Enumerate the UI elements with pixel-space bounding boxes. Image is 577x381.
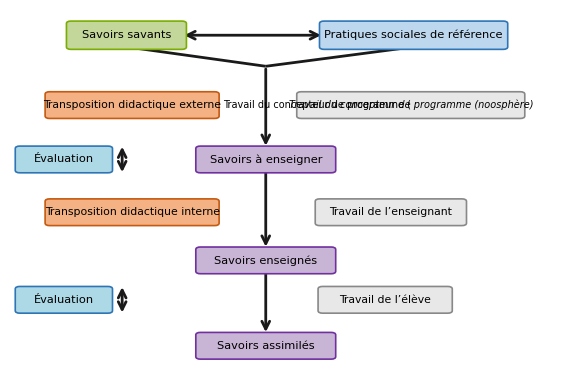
Text: Savoirs enseignés: Savoirs enseignés: [214, 255, 317, 266]
Text: Évaluation: Évaluation: [34, 154, 94, 165]
Text: Travail du concepteur de programme (noosphère): Travail du concepteur de programme (noos…: [288, 100, 533, 110]
FancyBboxPatch shape: [320, 21, 508, 50]
Text: Travail de l’enseignant: Travail de l’enseignant: [329, 207, 452, 217]
FancyBboxPatch shape: [315, 199, 466, 226]
FancyBboxPatch shape: [196, 146, 336, 173]
Text: Travail du concepteur de programme (: Travail du concepteur de programme (: [223, 100, 411, 110]
FancyBboxPatch shape: [196, 333, 336, 359]
FancyBboxPatch shape: [15, 287, 113, 313]
FancyBboxPatch shape: [318, 287, 452, 313]
Text: Évaluation: Évaluation: [34, 295, 94, 305]
FancyBboxPatch shape: [297, 92, 524, 118]
FancyBboxPatch shape: [45, 199, 219, 226]
Text: Savoirs à enseigner: Savoirs à enseigner: [209, 154, 322, 165]
FancyBboxPatch shape: [66, 21, 186, 50]
Text: Pratiques sociales de référence: Pratiques sociales de référence: [324, 30, 503, 40]
Text: Transposition didactique externe: Transposition didactique externe: [43, 100, 221, 110]
FancyBboxPatch shape: [15, 146, 113, 173]
Text: Savoirs assimilés: Savoirs assimilés: [217, 341, 314, 351]
Text: Savoirs savants: Savoirs savants: [82, 30, 171, 40]
FancyBboxPatch shape: [45, 92, 219, 118]
FancyBboxPatch shape: [196, 247, 336, 274]
Text: Transposition didactique interne: Transposition didactique interne: [44, 207, 220, 217]
Text: Travail de l’élève: Travail de l’élève: [339, 295, 431, 305]
Text: Travail du concepteur de programme (: Travail du concepteur de programme (: [220, 100, 411, 110]
